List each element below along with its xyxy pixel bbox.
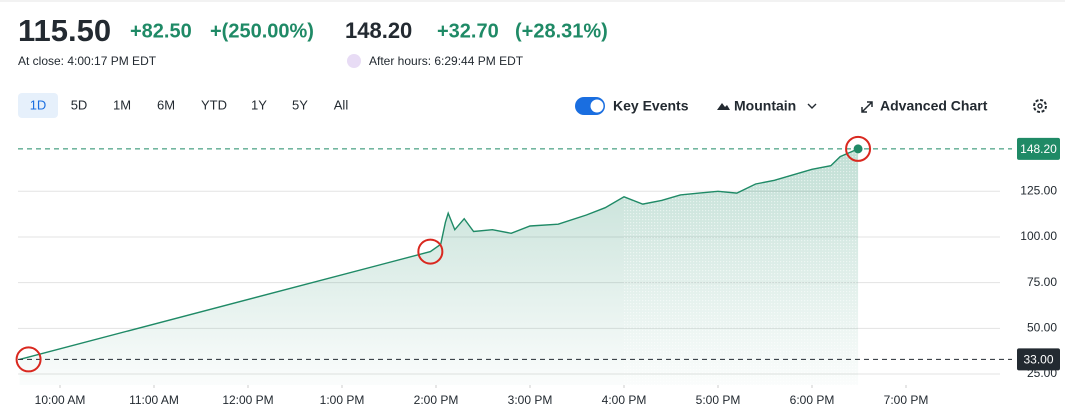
range-button[interactable]: 6M [157, 97, 175, 112]
close-change-pct: +(250.00%) [210, 20, 314, 42]
close-change: +82.50 [130, 20, 192, 42]
chevron [807, 103, 817, 109]
moon-icon [347, 54, 361, 68]
reference-label-bg [1017, 348, 1060, 371]
range-button[interactable]: 1D [30, 97, 47, 112]
x-tick-label: 10:00 AM [35, 393, 86, 407]
after-change: +32.70 [437, 20, 499, 42]
last-point [853, 144, 863, 154]
range-button[interactable]: YTD [201, 97, 227, 112]
x-tick-label: 11:00 AM [129, 393, 179, 407]
expand-icon [861, 101, 873, 113]
reference-label-bg [1017, 137, 1060, 160]
range-selected-bg [18, 93, 58, 118]
x-tick-label: 3:00 PM [508, 393, 553, 407]
mountain-icon [717, 103, 730, 110]
key-events[interactable]: Key Events [613, 98, 689, 114]
after-change-pct: (+28.31%) [515, 20, 608, 42]
after-price: 148.20 [345, 18, 412, 43]
y-tick-label: 50.00 [1027, 321, 1057, 335]
x-tick-label: 2:00 PM [414, 393, 459, 407]
x-tick-label: 1:00 PM [320, 393, 365, 407]
reference-label: 148.20 [1020, 142, 1057, 156]
y-tick-label: 75.00 [1027, 275, 1057, 289]
reference-label: 33.00 [1023, 353, 1053, 367]
x-tick-label: 5:00 PM [696, 393, 741, 407]
range-button[interactable]: 5Y [292, 97, 308, 112]
advanced-chart[interactable]: Advanced Chart [880, 98, 988, 114]
highlight-circle [417, 238, 444, 265]
settings-icon[interactable] [1033, 99, 1047, 113]
range-button[interactable]: All [334, 97, 349, 112]
y-tick-label: 100.00 [1020, 229, 1057, 243]
settings-core [1037, 103, 1043, 109]
x-tick-label: 7:00 PM [884, 393, 929, 407]
after-hours-shade [624, 120, 859, 385]
x-tick-label: 12:00 PM [222, 393, 273, 407]
range-button[interactable]: 1Y [251, 97, 267, 112]
y-tick-label: 125.00 [1020, 183, 1057, 197]
range-button[interactable]: 1M [113, 97, 131, 112]
range-button[interactable]: 5D [71, 97, 88, 112]
mountain[interactable]: Mountain [734, 98, 796, 114]
after-time: After hours: 6:29:44 PM EDT [369, 54, 524, 68]
x-tick-label: 6:00 PM [790, 393, 835, 407]
toggle-knob [590, 99, 604, 113]
close-time: At close: 4:00:17 PM EDT [18, 54, 157, 68]
x-tick-label: 4:00 PM [602, 393, 647, 407]
highlight-circle [845, 135, 872, 162]
close-price: 115.50 [18, 13, 111, 48]
highlight-circle [15, 346, 42, 373]
price-line [19, 148, 859, 361]
